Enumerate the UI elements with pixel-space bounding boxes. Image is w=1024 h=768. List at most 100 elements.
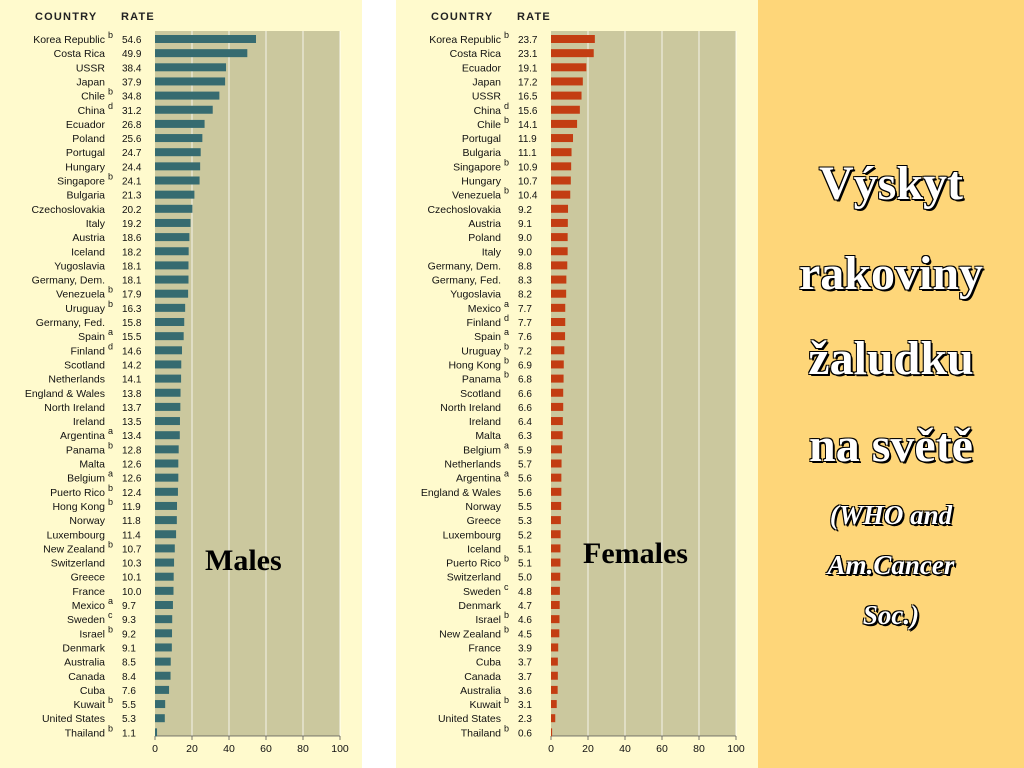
males-country-label: Germany, Dem. xyxy=(32,275,105,287)
females-country-label: North Ireland xyxy=(440,402,501,414)
males-footnote-mark: b xyxy=(108,172,113,182)
males-rate-label: 24.7 xyxy=(122,148,142,159)
females-header-rate: RATE xyxy=(517,11,551,23)
males-bar xyxy=(155,346,183,355)
males-footnote-mark: a xyxy=(108,469,113,479)
males-rate-label: 10.3 xyxy=(122,559,142,570)
males-rate-label: 18.2 xyxy=(122,247,142,258)
males-rate-label: 14.6 xyxy=(122,346,142,357)
females-rate-label: 6.3 xyxy=(518,431,532,442)
females-country-label: Poland xyxy=(468,232,501,244)
females-country-label: Spain xyxy=(474,331,501,343)
females-bar xyxy=(551,544,561,553)
males-bar xyxy=(155,218,191,227)
females-tick-label: 20 xyxy=(582,743,594,755)
males-country-label: Canada xyxy=(68,671,105,683)
females-rate-label: 23.1 xyxy=(518,49,538,60)
males-rate-label: 17.9 xyxy=(122,290,142,301)
slide-subtitle-line-1: (WHO and xyxy=(829,500,953,530)
females-bar xyxy=(551,162,572,171)
females-rate-label: 3.7 xyxy=(518,672,532,683)
males-country-label: Poland xyxy=(72,133,105,145)
females-bar xyxy=(551,261,568,270)
females-rate-label: 4.6 xyxy=(518,615,532,626)
females-rate-label: 16.5 xyxy=(518,92,538,103)
females-bar xyxy=(551,445,562,454)
females-rate-label: 7.2 xyxy=(518,346,532,357)
females-rate-label: 3.1 xyxy=(518,700,532,711)
females-country-label: United States xyxy=(438,713,501,725)
males-country-label: Kuwait xyxy=(73,699,105,711)
females-bar xyxy=(551,63,587,72)
females-rate-label: 5.7 xyxy=(518,460,532,471)
males-bar xyxy=(155,586,174,595)
males-rate-label: 20.2 xyxy=(122,205,142,216)
females-bar xyxy=(551,134,574,143)
males-tick-label: 20 xyxy=(186,743,198,755)
females-bar xyxy=(551,671,558,680)
males-tick-label: 40 xyxy=(223,743,235,755)
females-bar xyxy=(551,700,557,709)
slide-title-line-2: rakoviny xyxy=(798,247,984,300)
slide-title-line-4: na světě xyxy=(809,419,973,472)
females-rate-label: 5.9 xyxy=(518,445,532,456)
males-rate-label: 25.6 xyxy=(122,134,142,145)
females-footnote-mark: b xyxy=(504,554,509,564)
females-rate-label: 4.8 xyxy=(518,587,532,598)
females-footnote-mark: a xyxy=(504,299,509,309)
males-rate-label: 7.6 xyxy=(122,686,136,697)
females-rate-label: 9.2 xyxy=(518,205,532,216)
males-footnote-mark: c xyxy=(108,610,113,620)
females-country-label: USSR xyxy=(472,91,502,103)
males-rate-label: 9.2 xyxy=(122,629,136,640)
females-bar xyxy=(551,360,564,369)
males-tick-label: 80 xyxy=(297,743,309,755)
males-bar xyxy=(155,261,189,270)
females-bar xyxy=(551,332,566,341)
females-rate-label: 8.2 xyxy=(518,290,532,301)
males-bar xyxy=(155,77,226,86)
females-bar xyxy=(551,119,578,128)
males-footnote-mark: b xyxy=(108,285,113,295)
females-series-label: Females xyxy=(583,537,688,570)
females-country-label: Ecuador xyxy=(462,62,502,74)
females-header-country: COUNTRY xyxy=(431,11,493,23)
females-country-label: England & Wales xyxy=(421,487,501,499)
females-rate-label: 10.9 xyxy=(518,162,538,173)
males-rate-label: 14.1 xyxy=(122,375,142,386)
males-country-label: Austria xyxy=(72,232,105,244)
females-bar xyxy=(551,572,561,581)
males-rate-label: 18.6 xyxy=(122,233,142,244)
females-country-label: Netherlands xyxy=(444,459,501,471)
males-rate-label: 14.2 xyxy=(122,360,142,371)
females-rate-label: 9.0 xyxy=(518,233,532,244)
females-country-label: Australia xyxy=(460,685,501,697)
males-footnote-mark: d xyxy=(108,101,113,111)
females-rate-label: 3.7 xyxy=(518,658,532,669)
females-footnote-mark: b xyxy=(504,157,509,167)
males-bar xyxy=(155,402,181,411)
males-country-label: Portugal xyxy=(66,147,105,159)
females-tick-label: 60 xyxy=(656,743,668,755)
females-bar xyxy=(551,233,568,242)
males-rate-label: 15.8 xyxy=(122,318,142,329)
males-bar xyxy=(155,35,257,43)
females-country-label: Panama xyxy=(462,374,501,386)
males-bar xyxy=(155,629,173,638)
females-bar xyxy=(551,657,558,666)
males-bar xyxy=(155,657,171,666)
males-rate-label: 13.5 xyxy=(122,417,142,428)
males-rate-label: 38.4 xyxy=(122,63,142,74)
females-bar xyxy=(551,530,561,539)
females-bar xyxy=(551,303,566,312)
males-country-label: Ecuador xyxy=(66,119,106,131)
males-rate-label: 12.6 xyxy=(122,474,142,485)
females-rate-label: 8.8 xyxy=(518,261,532,272)
females-bar xyxy=(551,148,572,157)
males-rate-label: 11.9 xyxy=(122,502,141,513)
males-country-label: Hungary xyxy=(65,161,105,173)
males-rate-label: 13.7 xyxy=(122,403,142,414)
males-country-label: Uruguay xyxy=(65,303,105,315)
females-footnote-mark: c xyxy=(504,582,509,592)
